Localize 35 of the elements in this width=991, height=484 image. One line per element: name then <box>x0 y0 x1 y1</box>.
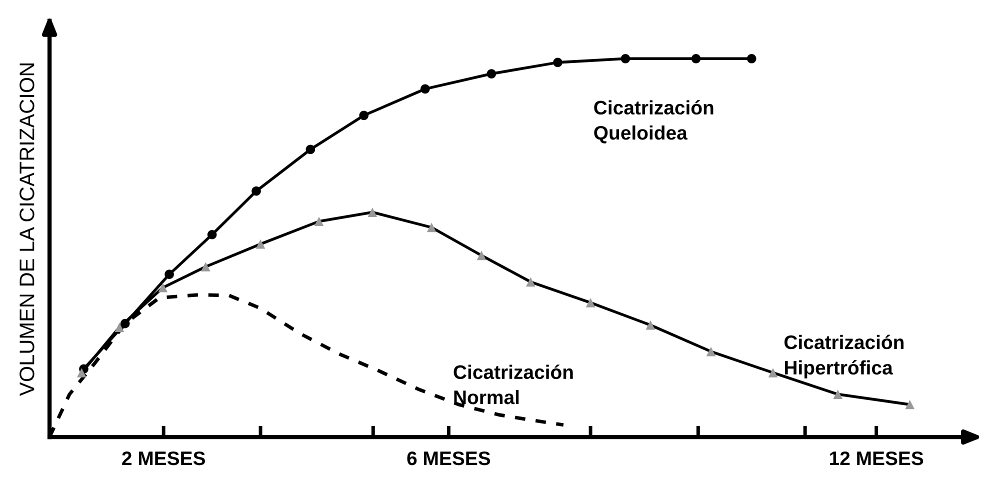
point <box>746 54 756 64</box>
x-tick-label: 12 MESES <box>830 451 924 466</box>
point <box>314 216 324 226</box>
y-axis-title: VOLUMEN DE LA CICATRIZACION <box>20 64 34 396</box>
point <box>158 282 168 292</box>
point <box>256 239 266 249</box>
point <box>76 368 86 378</box>
point <box>646 320 656 330</box>
point <box>586 298 596 308</box>
point <box>620 54 630 64</box>
point <box>768 368 778 378</box>
point <box>359 110 369 120</box>
point <box>164 270 174 279</box>
point <box>252 186 261 196</box>
point <box>114 322 124 332</box>
x-tick-label: 2 MESES <box>122 451 205 466</box>
point <box>691 54 701 64</box>
point <box>476 250 486 260</box>
series-label: Cicatrización Normal <box>454 364 573 404</box>
point <box>486 69 496 78</box>
text: Cicatrización Queloidea <box>594 100 714 144</box>
point <box>306 144 316 154</box>
point <box>426 222 436 232</box>
point <box>526 277 536 287</box>
point <box>368 208 378 217</box>
series-label: Cicatrización Hipertrófica <box>784 334 904 378</box>
point <box>120 318 130 328</box>
point <box>706 346 716 356</box>
point <box>200 262 210 272</box>
x-tick-label: 6 MESES <box>407 451 490 466</box>
point <box>207 230 217 240</box>
point <box>420 84 430 94</box>
point <box>833 390 843 399</box>
point <box>905 400 915 410</box>
point <box>553 58 562 68</box>
